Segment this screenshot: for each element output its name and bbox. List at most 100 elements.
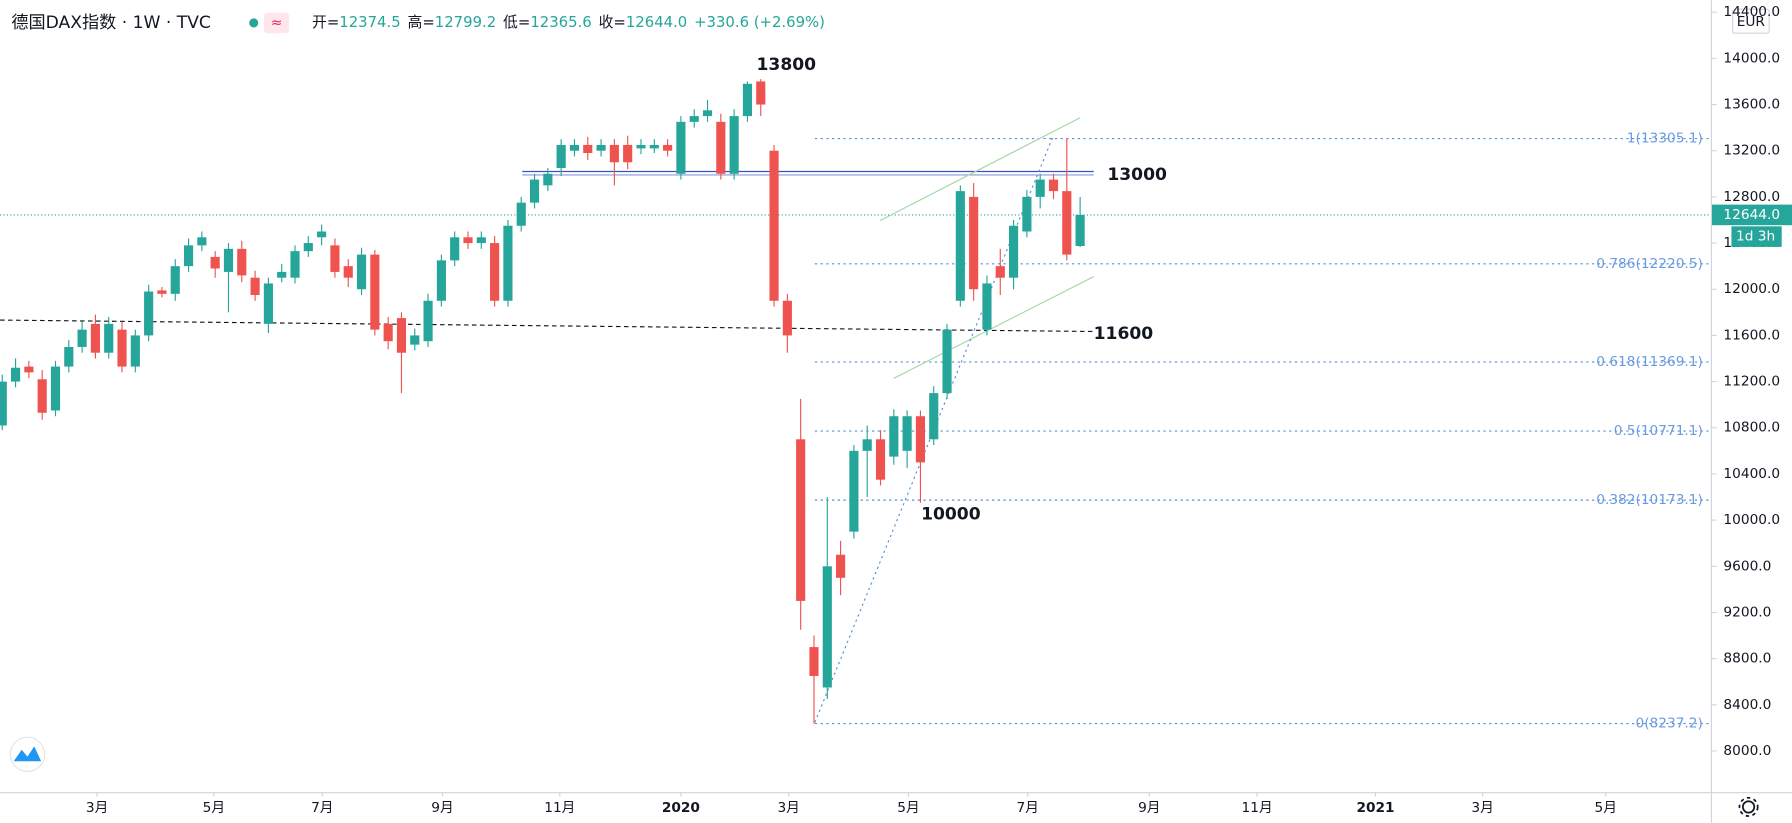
candle-body xyxy=(303,243,313,252)
candle-body xyxy=(982,283,992,330)
support-line xyxy=(0,319,1094,333)
status-badge[interactable] xyxy=(264,12,290,34)
fib-label: 0.618(11369.1) xyxy=(1596,354,1703,370)
x-tick-label: 7月 xyxy=(311,800,333,816)
y-tick-label: 8800.0 xyxy=(1723,651,1771,667)
candle-body xyxy=(290,251,300,278)
y-tick-label: 9200.0 xyxy=(1723,604,1771,620)
fib-label: 0.5(10771.1) xyxy=(1614,423,1703,439)
candle-body xyxy=(689,116,699,122)
candle-body xyxy=(144,291,154,336)
status-dot[interactable] xyxy=(249,18,259,28)
candle-body xyxy=(370,254,380,330)
ohlc-label: 收= xyxy=(599,13,626,31)
candle-body xyxy=(423,300,433,342)
ohlc-value: 12799.2 xyxy=(435,13,496,31)
candle-body xyxy=(64,346,74,367)
candle-body xyxy=(769,150,779,301)
settings-icon[interactable] xyxy=(1738,796,1759,817)
status-icon: ≈ xyxy=(271,15,282,31)
candle-body xyxy=(969,196,979,290)
candle-body xyxy=(24,366,34,373)
x-tick-label: 5月 xyxy=(1595,800,1617,816)
fib-label: 0.786(12220.5) xyxy=(1596,256,1703,272)
candle-body xyxy=(157,290,167,294)
candle-body xyxy=(955,191,965,301)
candle-body xyxy=(529,179,540,203)
candle-body xyxy=(450,237,460,261)
symbol-title: 德国DAX指数 · 1W · TVC xyxy=(11,13,210,33)
candle-body xyxy=(782,300,792,336)
y-tick-label: 11200.0 xyxy=(1723,374,1780,390)
candle-body xyxy=(796,439,806,601)
candle-body xyxy=(277,271,287,278)
drawings xyxy=(0,117,1094,723)
last-price-label: 12644.0 xyxy=(1723,207,1780,223)
candle-body xyxy=(1035,179,1045,197)
candle-body xyxy=(516,202,526,226)
candle-body xyxy=(104,323,114,353)
candle-body xyxy=(929,393,939,440)
candle-body xyxy=(623,144,633,163)
fib-label: 0.382(10173.1) xyxy=(1596,492,1703,508)
x-tick-label: 11月 xyxy=(1242,800,1273,816)
candle-body xyxy=(836,554,846,578)
annotation: 11600 xyxy=(1094,324,1154,344)
candle-body xyxy=(1075,214,1085,247)
ohlc-value: 12644.0 xyxy=(626,13,687,31)
candle-body xyxy=(756,81,766,105)
candle-body xyxy=(436,260,446,301)
candle-body xyxy=(117,329,127,367)
candle-body xyxy=(822,566,832,688)
candle-body xyxy=(1062,191,1072,255)
y-tick-label: 12800.0 xyxy=(1723,189,1780,205)
ohlc-label: 开= xyxy=(312,13,339,31)
y-tick-label: 14000.0 xyxy=(1723,50,1780,66)
candle-body xyxy=(663,144,673,151)
candle-body xyxy=(556,144,566,169)
candle-body xyxy=(809,647,819,676)
candle-body xyxy=(995,266,1005,278)
candle-body xyxy=(636,144,646,149)
candle-body xyxy=(862,439,872,451)
candle-body xyxy=(10,367,21,382)
fib-label: 0(8237.2) xyxy=(1635,716,1702,732)
x-tick-label: 3月 xyxy=(777,800,799,816)
currency: EUR xyxy=(1737,14,1766,30)
ohlc-value: 12374.5 xyxy=(339,13,400,31)
candle-body xyxy=(463,237,473,244)
x-tick-label: 3月 xyxy=(1471,800,1493,816)
candle-body xyxy=(250,277,260,296)
logo[interactable] xyxy=(9,736,46,773)
candle-body xyxy=(742,83,753,117)
x-tick-label: 7月 xyxy=(1016,800,1038,816)
y-tick-label: 10800.0 xyxy=(1723,420,1780,436)
candle-body xyxy=(676,121,686,174)
candle-body xyxy=(849,450,859,532)
currency-box[interactable] xyxy=(1731,8,1770,34)
y-tick-label: 9600.0 xyxy=(1723,558,1771,574)
candle-body xyxy=(889,416,899,457)
candle-body xyxy=(223,248,234,272)
candle-body xyxy=(490,243,500,301)
y-tick-label: 10400.0 xyxy=(1723,466,1780,482)
y-tick-label: 13600.0 xyxy=(1723,97,1780,113)
ohlc-change: +330.6 (+2.69%) xyxy=(694,13,825,31)
candle-body xyxy=(210,256,220,269)
candle-body xyxy=(476,237,486,244)
candle-body xyxy=(1022,196,1032,232)
candle-body xyxy=(317,231,327,238)
last-price-tag xyxy=(1712,204,1792,226)
candle-body xyxy=(702,110,713,117)
candle-body xyxy=(649,144,659,149)
candle-body xyxy=(237,248,247,276)
y-tick-label: 14400.0 xyxy=(1723,4,1780,20)
x-tick-label: 2021 xyxy=(1356,800,1394,816)
ohlc-label: 高= xyxy=(408,13,435,31)
annotation: 13800 xyxy=(756,55,816,75)
candle-body xyxy=(90,323,100,353)
candle-body xyxy=(902,416,912,451)
candle-body xyxy=(716,121,726,174)
